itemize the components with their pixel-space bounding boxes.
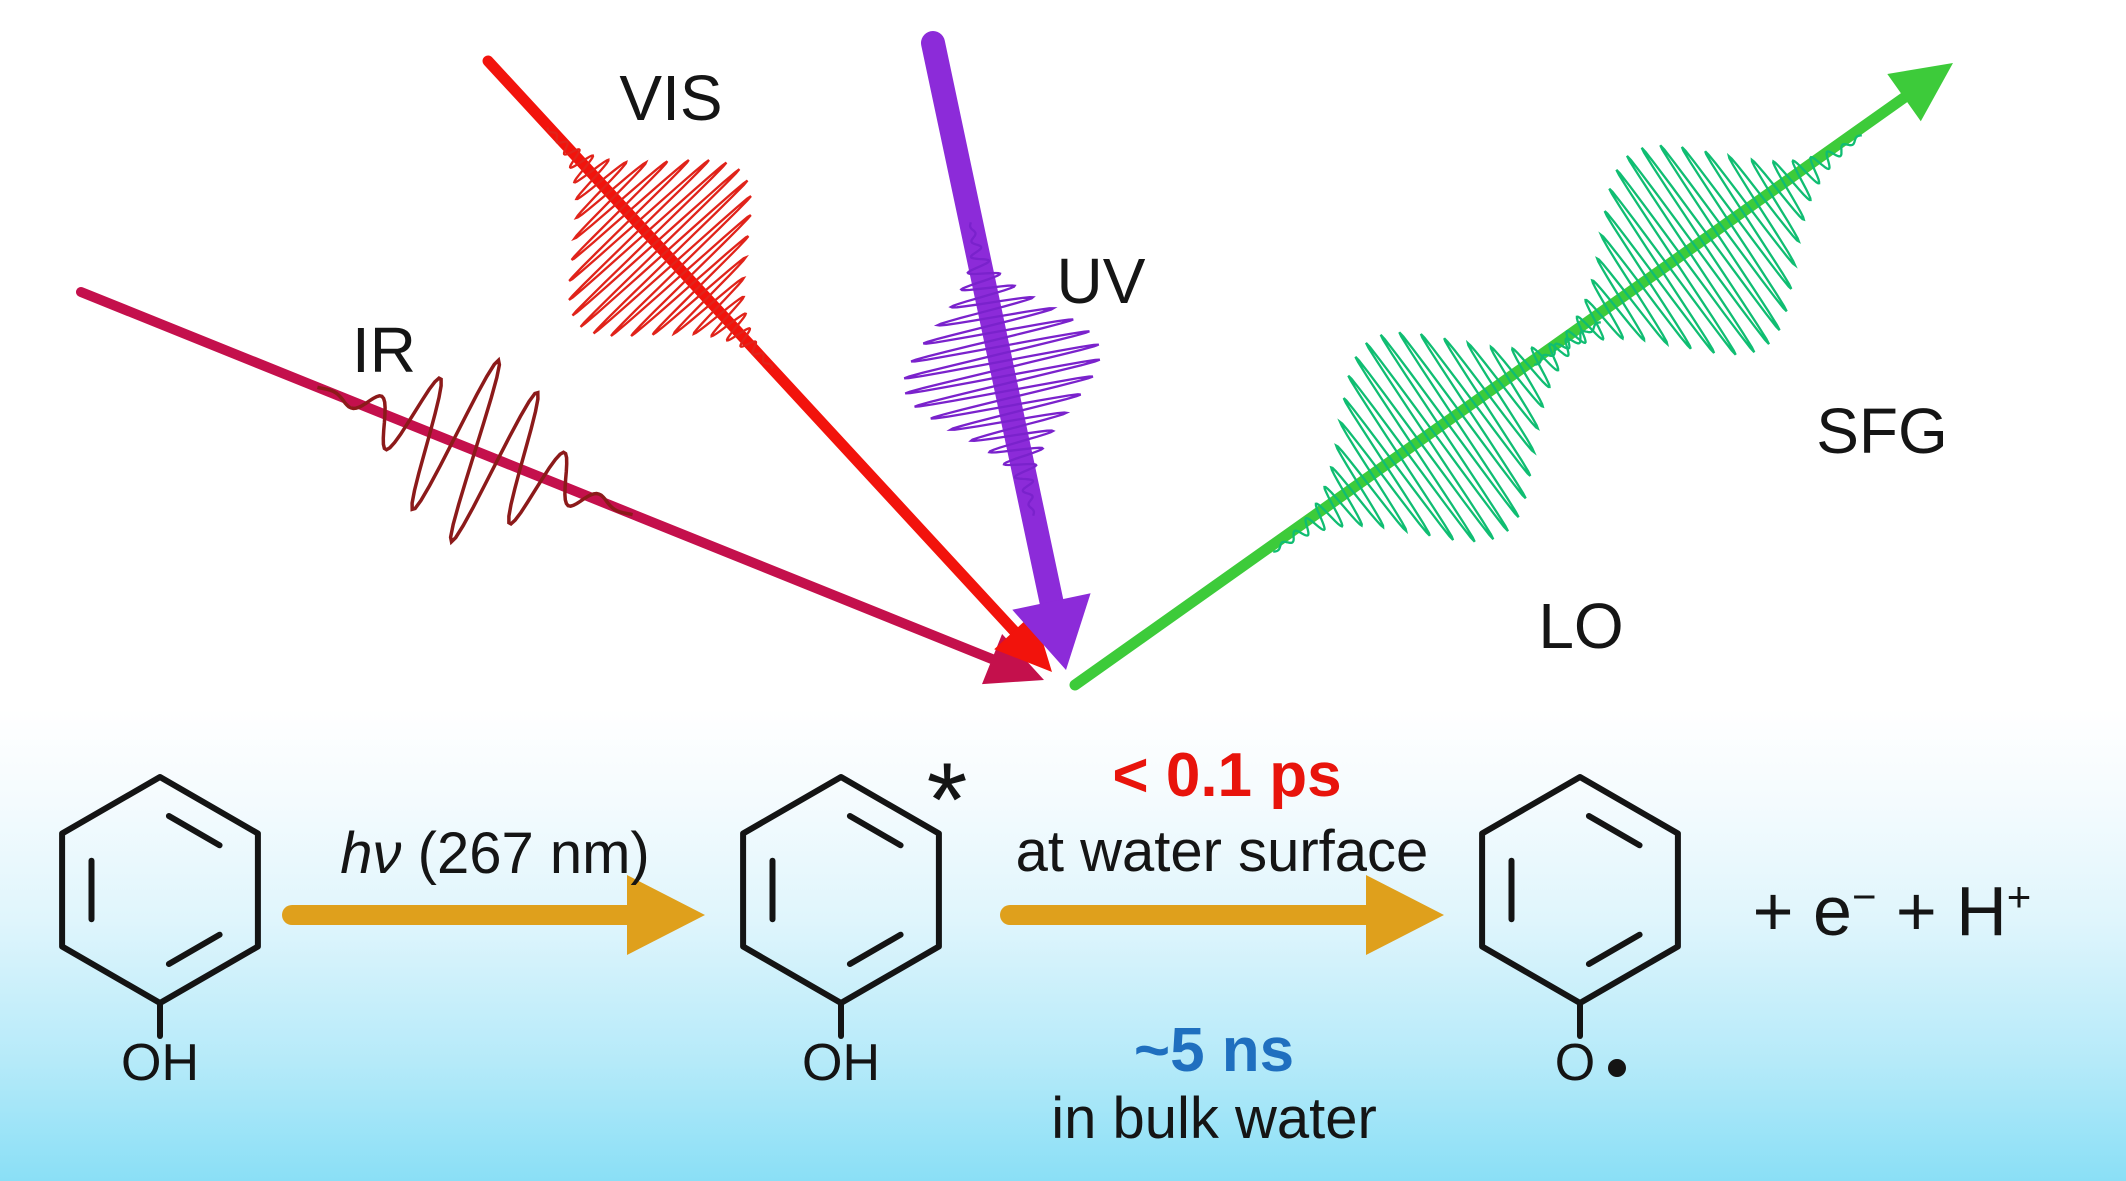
- sfg-wave-packet: [1534, 134, 1862, 366]
- uv-beam-arrowhead: [1012, 593, 1091, 670]
- benzene-ring: [62, 777, 258, 1036]
- benzene-ring: [1482, 777, 1678, 1036]
- ir-beam-label: IR: [352, 314, 416, 386]
- photon-energy-label: hν (267 nm): [340, 825, 649, 883]
- reaction-arrow-1-arrowhead: [627, 875, 705, 955]
- bulk-time: ~5 ns: [1133, 1016, 1295, 1085]
- products-electron-charge: −: [1851, 872, 1877, 920]
- excited-phenol-oh-label: OH: [802, 1034, 880, 1092]
- uv-beam-label: UV: [1056, 245, 1146, 317]
- phenol-molecule: OH: [62, 777, 258, 1092]
- photon-hv-text: hν: [340, 821, 402, 886]
- excited-phenol-molecule: OH: [743, 777, 939, 1092]
- surface-time: < 0.1 ps: [1112, 741, 1342, 810]
- uv-wave-packet: [903, 222, 1101, 516]
- ir-wave-packet: [316, 356, 634, 546]
- lo-wave-packet: [1273, 321, 1601, 553]
- lo-beam-label: LO: [1538, 590, 1624, 662]
- benzene-ring: [743, 777, 939, 1036]
- photon-wavelength-text: (267 nm): [401, 821, 650, 886]
- vis-beam-label: VIS: [619, 62, 723, 134]
- products-proton-charge: +: [2006, 872, 2032, 920]
- ir-beam: [76, 287, 998, 665]
- phenoxy-radical-molecule: O: [1482, 777, 1678, 1092]
- excited-state-star: *: [926, 741, 968, 859]
- bulk-place-label: in bulk water: [1051, 1086, 1377, 1151]
- sfg-output-beam-arrowhead: [1887, 63, 1953, 122]
- sfg-output-beam: [1069, 92, 1910, 691]
- vis-wave-packet: [546, 127, 774, 369]
- products-proton-text: + H: [1876, 872, 2007, 951]
- radical-dot-icon: [1608, 1059, 1626, 1077]
- products-electron-text: + e: [1752, 872, 1852, 951]
- reaction-arrow-2-arrowhead: [1366, 875, 1444, 955]
- uv-beam: [921, 31, 1064, 614]
- products-label: + e− + H+: [1753, 872, 2032, 946]
- phenoxy-o-label: O: [1555, 1034, 1595, 1092]
- surface-place-label: at water surface: [1015, 819, 1429, 884]
- phenol-oh-label: OH: [121, 1034, 199, 1092]
- sfg-beam-label: SFG: [1816, 395, 1948, 467]
